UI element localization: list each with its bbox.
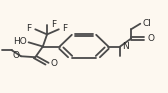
Text: N: N bbox=[122, 42, 129, 50]
Text: O: O bbox=[50, 59, 57, 68]
Text: HO: HO bbox=[13, 37, 27, 46]
Text: Cl: Cl bbox=[142, 19, 151, 28]
Text: F: F bbox=[26, 24, 32, 33]
Text: O: O bbox=[148, 34, 155, 43]
Text: F: F bbox=[62, 24, 68, 33]
Text: O: O bbox=[13, 51, 20, 60]
Text: F: F bbox=[51, 20, 56, 29]
